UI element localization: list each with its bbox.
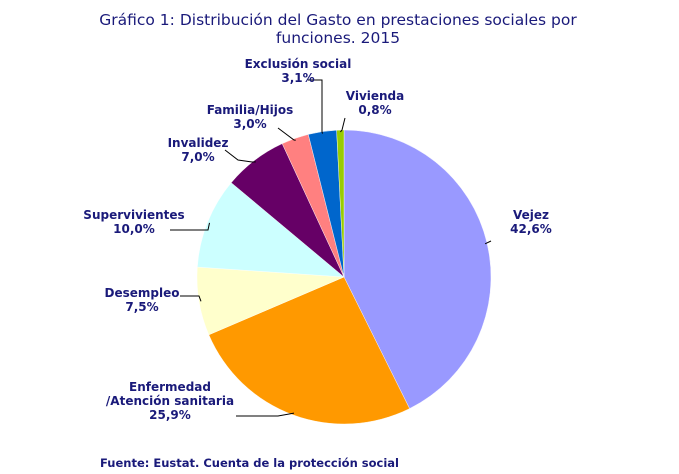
chart-title-line-1: Gráfico 1: Distribución del Gasto en pre… [99,11,577,29]
slice-value-0: 42,6% [510,222,552,236]
slice-label-7: Vivienda 0,8% [346,89,405,117]
slice-name-7-0: Vivienda [346,89,405,103]
slice-name-3-0: Supervivientes [83,208,184,222]
slice-label-0: Vejez 42,6% [510,208,552,236]
leader-line-4 [224,149,256,163]
slice-label-2: Desempleo 7,5% [105,286,180,314]
slice-value-3: 10,0% [113,222,155,236]
slice-label-1: Enfermedad/Atención sanitaria 25,9% [106,380,234,422]
leader-line-5 [277,127,296,141]
slice-value-1: 25,9% [149,408,191,422]
slice-value-6: 3,1% [281,71,314,85]
pie-slice-1 [208,276,410,425]
slice-label-5: Familia/Hijos 3,0% [207,103,294,131]
slice-value-4: 7,0% [181,150,214,164]
slice-name-4-0: Invalidez [168,136,229,150]
slice-label-6: Exclusión social 3,1% [245,57,352,85]
leader-lines [170,79,492,417]
slice-labels: Vejez 42,6% Enfermedad/Atención sanitaria 2… [83,57,552,422]
slice-value-5: 3,0% [233,117,266,131]
leader-line-1 [236,412,295,417]
slice-name-1-0: Enfermedad [129,380,211,394]
leader-line-2 [180,295,202,302]
leader-line-3 [170,222,210,231]
slice-label-3: Supervivientes 10,0% [83,208,184,236]
pie-slice-3 [197,182,345,278]
slice-value-7: 0,8% [358,103,391,117]
slice-value-2: 7,5% [125,300,158,314]
slice-name-5-0: Familia/Hijos [207,103,294,117]
leader-line-7 [340,117,346,133]
slice-name-0-0: Vejez [513,208,549,222]
slice-name-2-0: Desempleo [105,286,180,300]
slice-name-1-1: /Atención sanitaria [106,394,234,408]
slice-name-6-0: Exclusión social [245,57,352,71]
leader-line-6 [308,79,324,134]
pie-slice-7 [336,129,345,278]
slice-label-4: Invalidez 7,0% [168,136,229,164]
pie-slices [196,129,492,425]
chart-source: Fuente: Eustat. Cuenta de la protección … [100,456,399,470]
chart-title-line-2: funciones. 2015 [276,29,400,47]
leader-line-0 [484,240,492,245]
